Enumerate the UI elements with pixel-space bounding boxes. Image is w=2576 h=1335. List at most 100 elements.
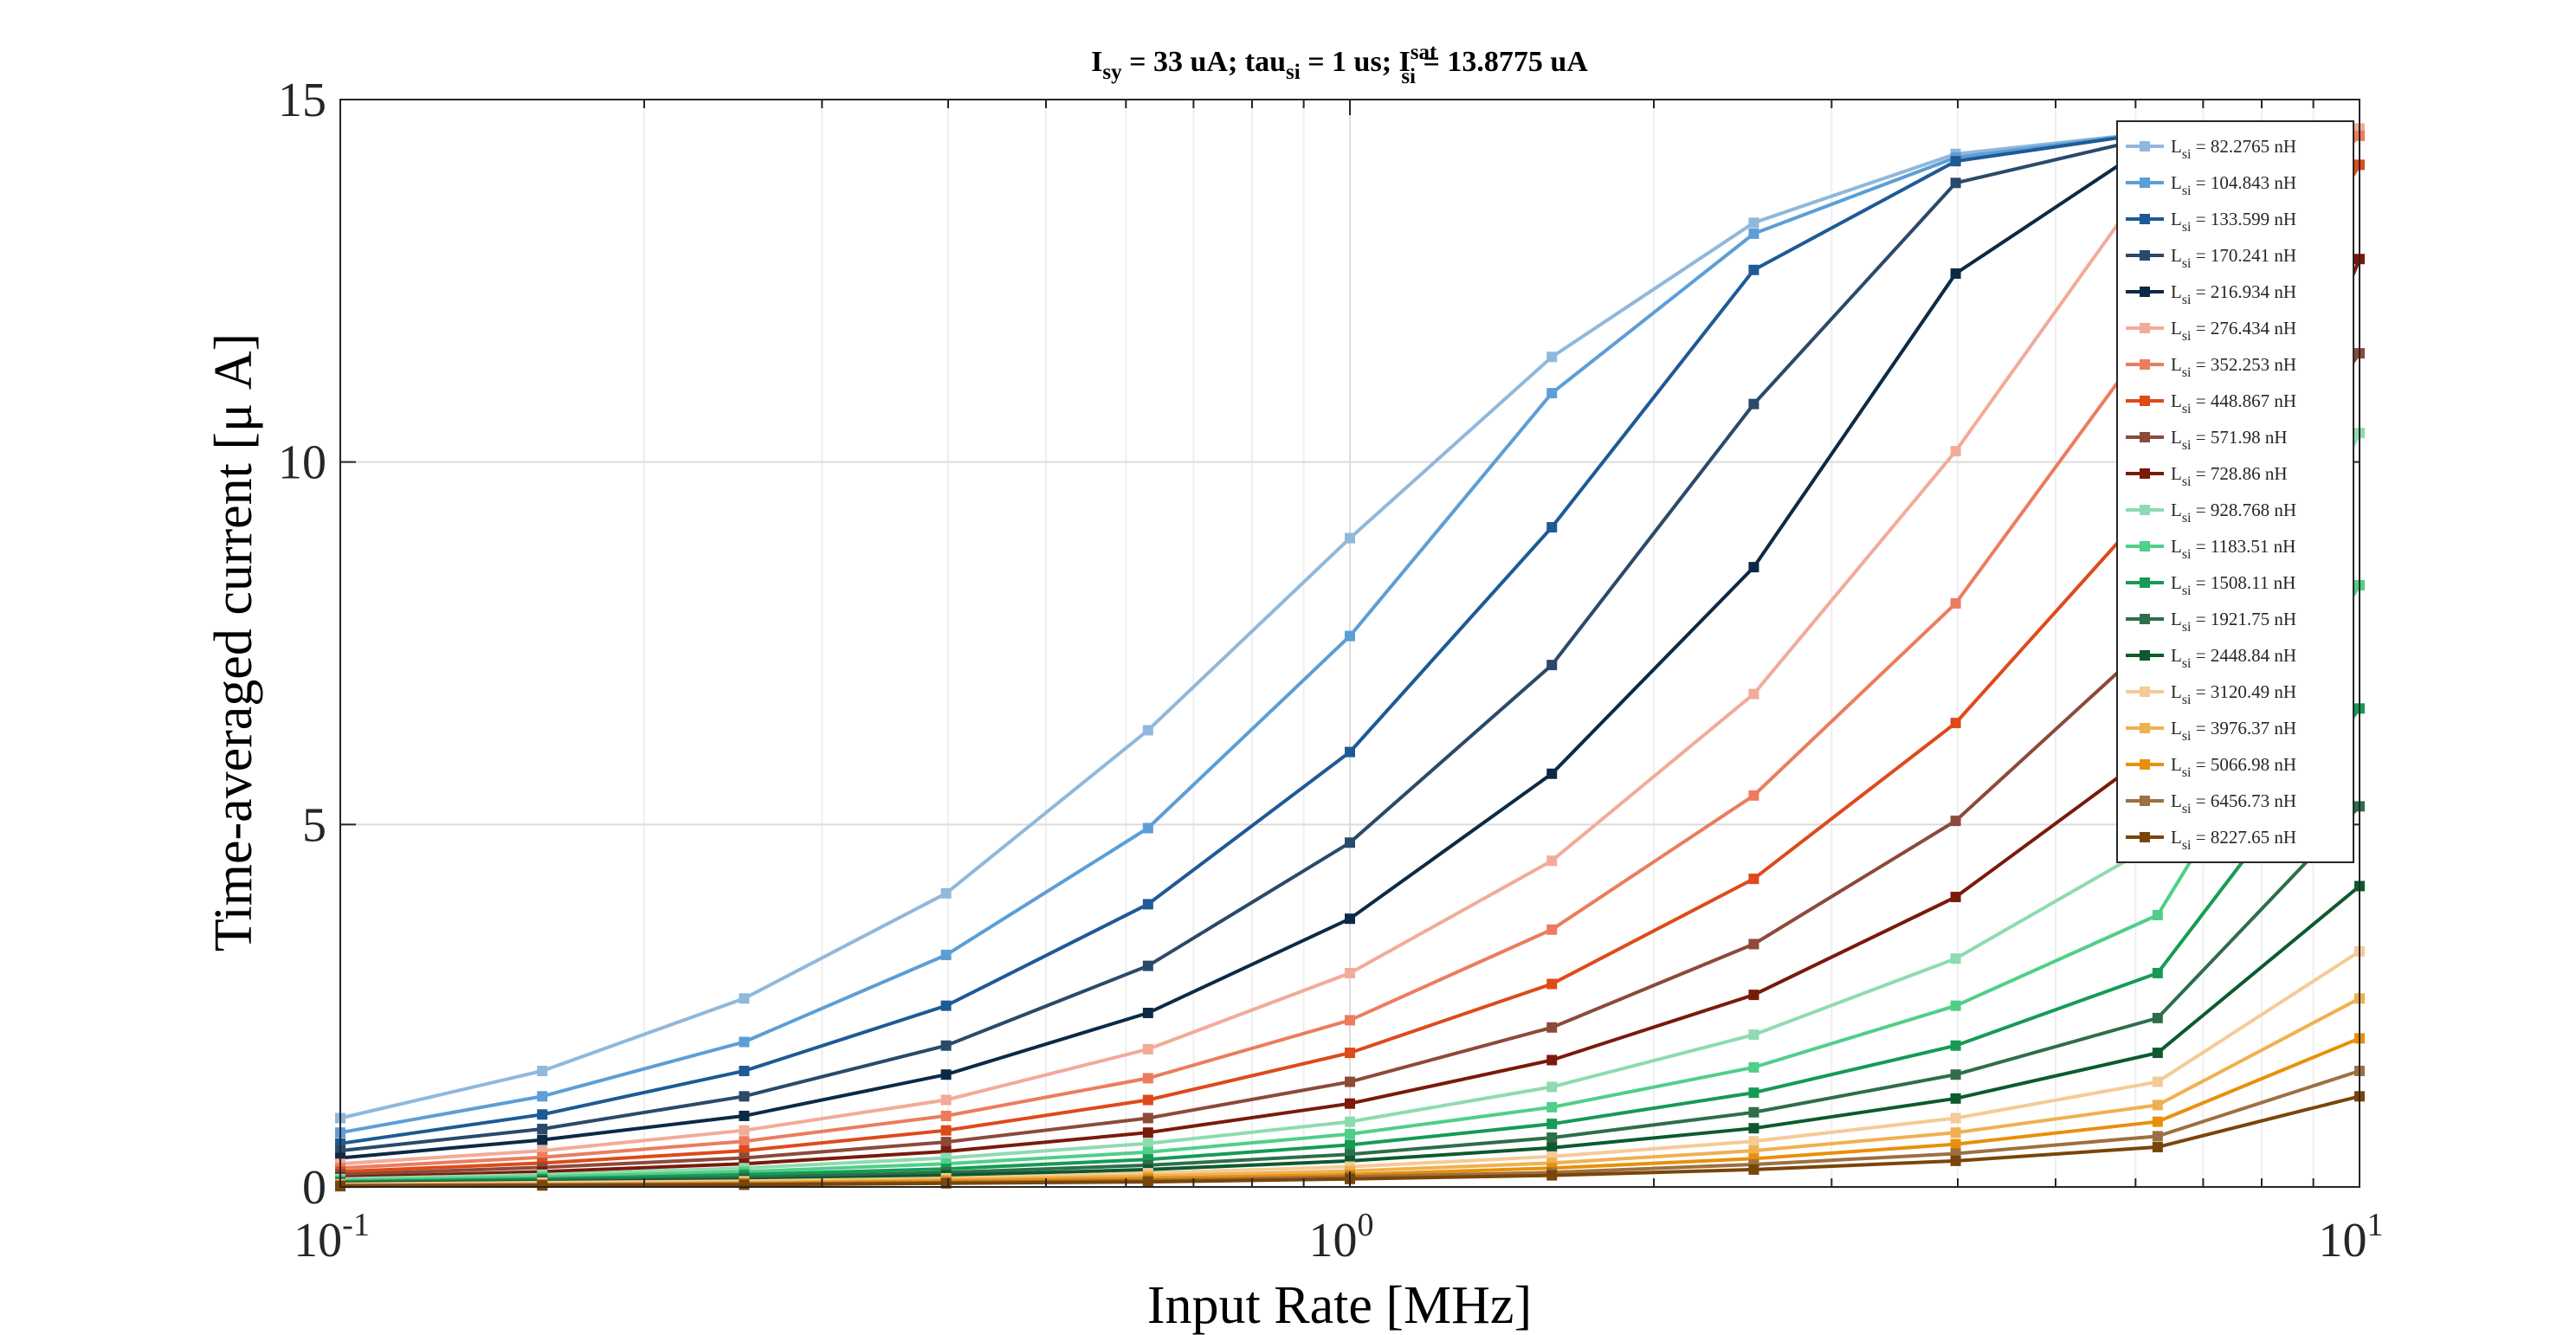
data-point — [1142, 1177, 1153, 1188]
data-point — [1142, 899, 1153, 910]
data-point — [537, 1109, 548, 1120]
data-point — [1748, 1123, 1759, 1134]
data-point — [1142, 1094, 1153, 1106]
data-point — [1748, 228, 1759, 239]
legend-marker — [2140, 832, 2150, 842]
data-point — [1950, 1138, 1961, 1150]
data-point — [1950, 816, 1961, 827]
data-point — [1748, 990, 1759, 1001]
y-tick-label: 10 — [278, 436, 326, 490]
legend-marker — [2140, 250, 2150, 261]
data-point — [1950, 156, 1961, 167]
data-point — [1142, 1138, 1153, 1149]
data-point — [1950, 1112, 1961, 1124]
axes — [339, 99, 2360, 1188]
legend-entry: Lsi = 3120.49 nH — [2171, 681, 2296, 707]
data-point — [739, 1066, 750, 1077]
data-point — [2152, 1141, 2163, 1152]
data-point — [739, 1179, 750, 1190]
data-point — [940, 1110, 952, 1121]
data-point — [1748, 1087, 1759, 1099]
data-point — [1142, 1073, 1153, 1084]
data-point — [1748, 562, 1759, 573]
data-point — [1748, 1145, 1759, 1157]
data-point — [1546, 1101, 1558, 1112]
x-axis-label: Input Rate [MHz] — [1147, 1276, 1532, 1335]
data-point — [1142, 822, 1153, 834]
data-point — [1546, 1054, 1558, 1066]
data-point — [1748, 1136, 1759, 1147]
legend-entry: Lsi = 1508.11 nH — [2171, 572, 2295, 598]
data-point — [1748, 938, 1759, 950]
data-point — [940, 1094, 952, 1106]
legend-entry: Lsi = 216.934 nH — [2171, 281, 2296, 307]
data-point — [1950, 892, 1961, 903]
data-point — [1748, 398, 1759, 410]
data-point — [940, 1069, 952, 1080]
data-point — [1748, 264, 1759, 275]
legend-marker — [2140, 614, 2150, 624]
legend-marker — [2140, 577, 2150, 588]
data-point — [1142, 960, 1153, 971]
legend-entry: Lsi = 352.253 nH — [2171, 354, 2296, 380]
data-point — [1345, 1128, 1355, 1139]
legend-marker — [2140, 650, 2150, 661]
legend-entry: Lsi = 276.434 nH — [2171, 318, 2296, 344]
data-point — [537, 1134, 548, 1145]
legend-marker — [2140, 687, 2150, 697]
data-point — [1546, 978, 1558, 990]
data-point — [1950, 177, 1961, 189]
legend-marker — [2140, 723, 2150, 733]
y-tick-label: 0 — [302, 1161, 326, 1215]
legend-marker — [2140, 287, 2150, 297]
legend-marker — [2140, 505, 2150, 515]
y-axis-label: Time-averaged current [μ A] — [204, 333, 263, 951]
data-point — [1345, 630, 1355, 642]
legend-marker — [2140, 214, 2150, 224]
data-point — [1748, 874, 1759, 885]
data-point — [2152, 967, 2163, 978]
data-point — [2152, 1131, 2163, 1142]
legend-marker — [2140, 141, 2150, 152]
legend-entry: Lsi = 5066.98 nH — [2171, 754, 2296, 780]
data-point — [2152, 1048, 2163, 1059]
legend-marker — [2140, 323, 2150, 333]
legend-entry: Lsi = 6456.73 nH — [2171, 790, 2296, 816]
data-point — [1748, 1164, 1759, 1175]
data-point — [739, 1110, 750, 1121]
data-point — [940, 1125, 952, 1136]
data-point — [1142, 725, 1153, 736]
data-point — [940, 1137, 952, 1148]
chart-title: Isy = 33 uA; tausi = 1 us; Isat si = 13.8… — [1091, 41, 1588, 88]
data-point — [1345, 1048, 1355, 1059]
data-point — [1142, 1127, 1153, 1138]
data-point — [1546, 768, 1558, 779]
x-tick-label: 101 — [2319, 1207, 2384, 1267]
data-point — [1950, 597, 1961, 609]
legend-marker — [2140, 541, 2150, 551]
legend-entry: Lsi = 104.843 nH — [2171, 172, 2296, 198]
legend-marker — [2140, 796, 2150, 806]
data-point — [1546, 1170, 1558, 1181]
legend-entry: Lsi = 1921.75 nH — [2171, 609, 2296, 635]
legend-marker — [2140, 432, 2150, 442]
legend-entry: Lsi = 448.867 nH — [2171, 390, 2296, 416]
data-point — [1546, 924, 1558, 935]
data-point — [1748, 1061, 1759, 1073]
data-point — [940, 887, 952, 899]
data-point — [2152, 1012, 2163, 1023]
data-point — [1950, 268, 1961, 279]
data-point — [1142, 1043, 1153, 1054]
data-point — [1748, 1106, 1759, 1118]
data-point — [2152, 1100, 2163, 1111]
data-point — [1546, 522, 1558, 533]
legend-marker — [2140, 396, 2150, 406]
data-point — [1748, 790, 1759, 801]
x-tick-label: 10-1 — [294, 1207, 370, 1267]
legend-entry: Lsi = 928.768 nH — [2171, 500, 2296, 526]
data-point — [1950, 1040, 1961, 1051]
legend-entry: Lsi = 133.599 nH — [2171, 209, 2296, 235]
y-tick-label: 5 — [302, 798, 326, 852]
data-point — [1546, 1132, 1558, 1144]
